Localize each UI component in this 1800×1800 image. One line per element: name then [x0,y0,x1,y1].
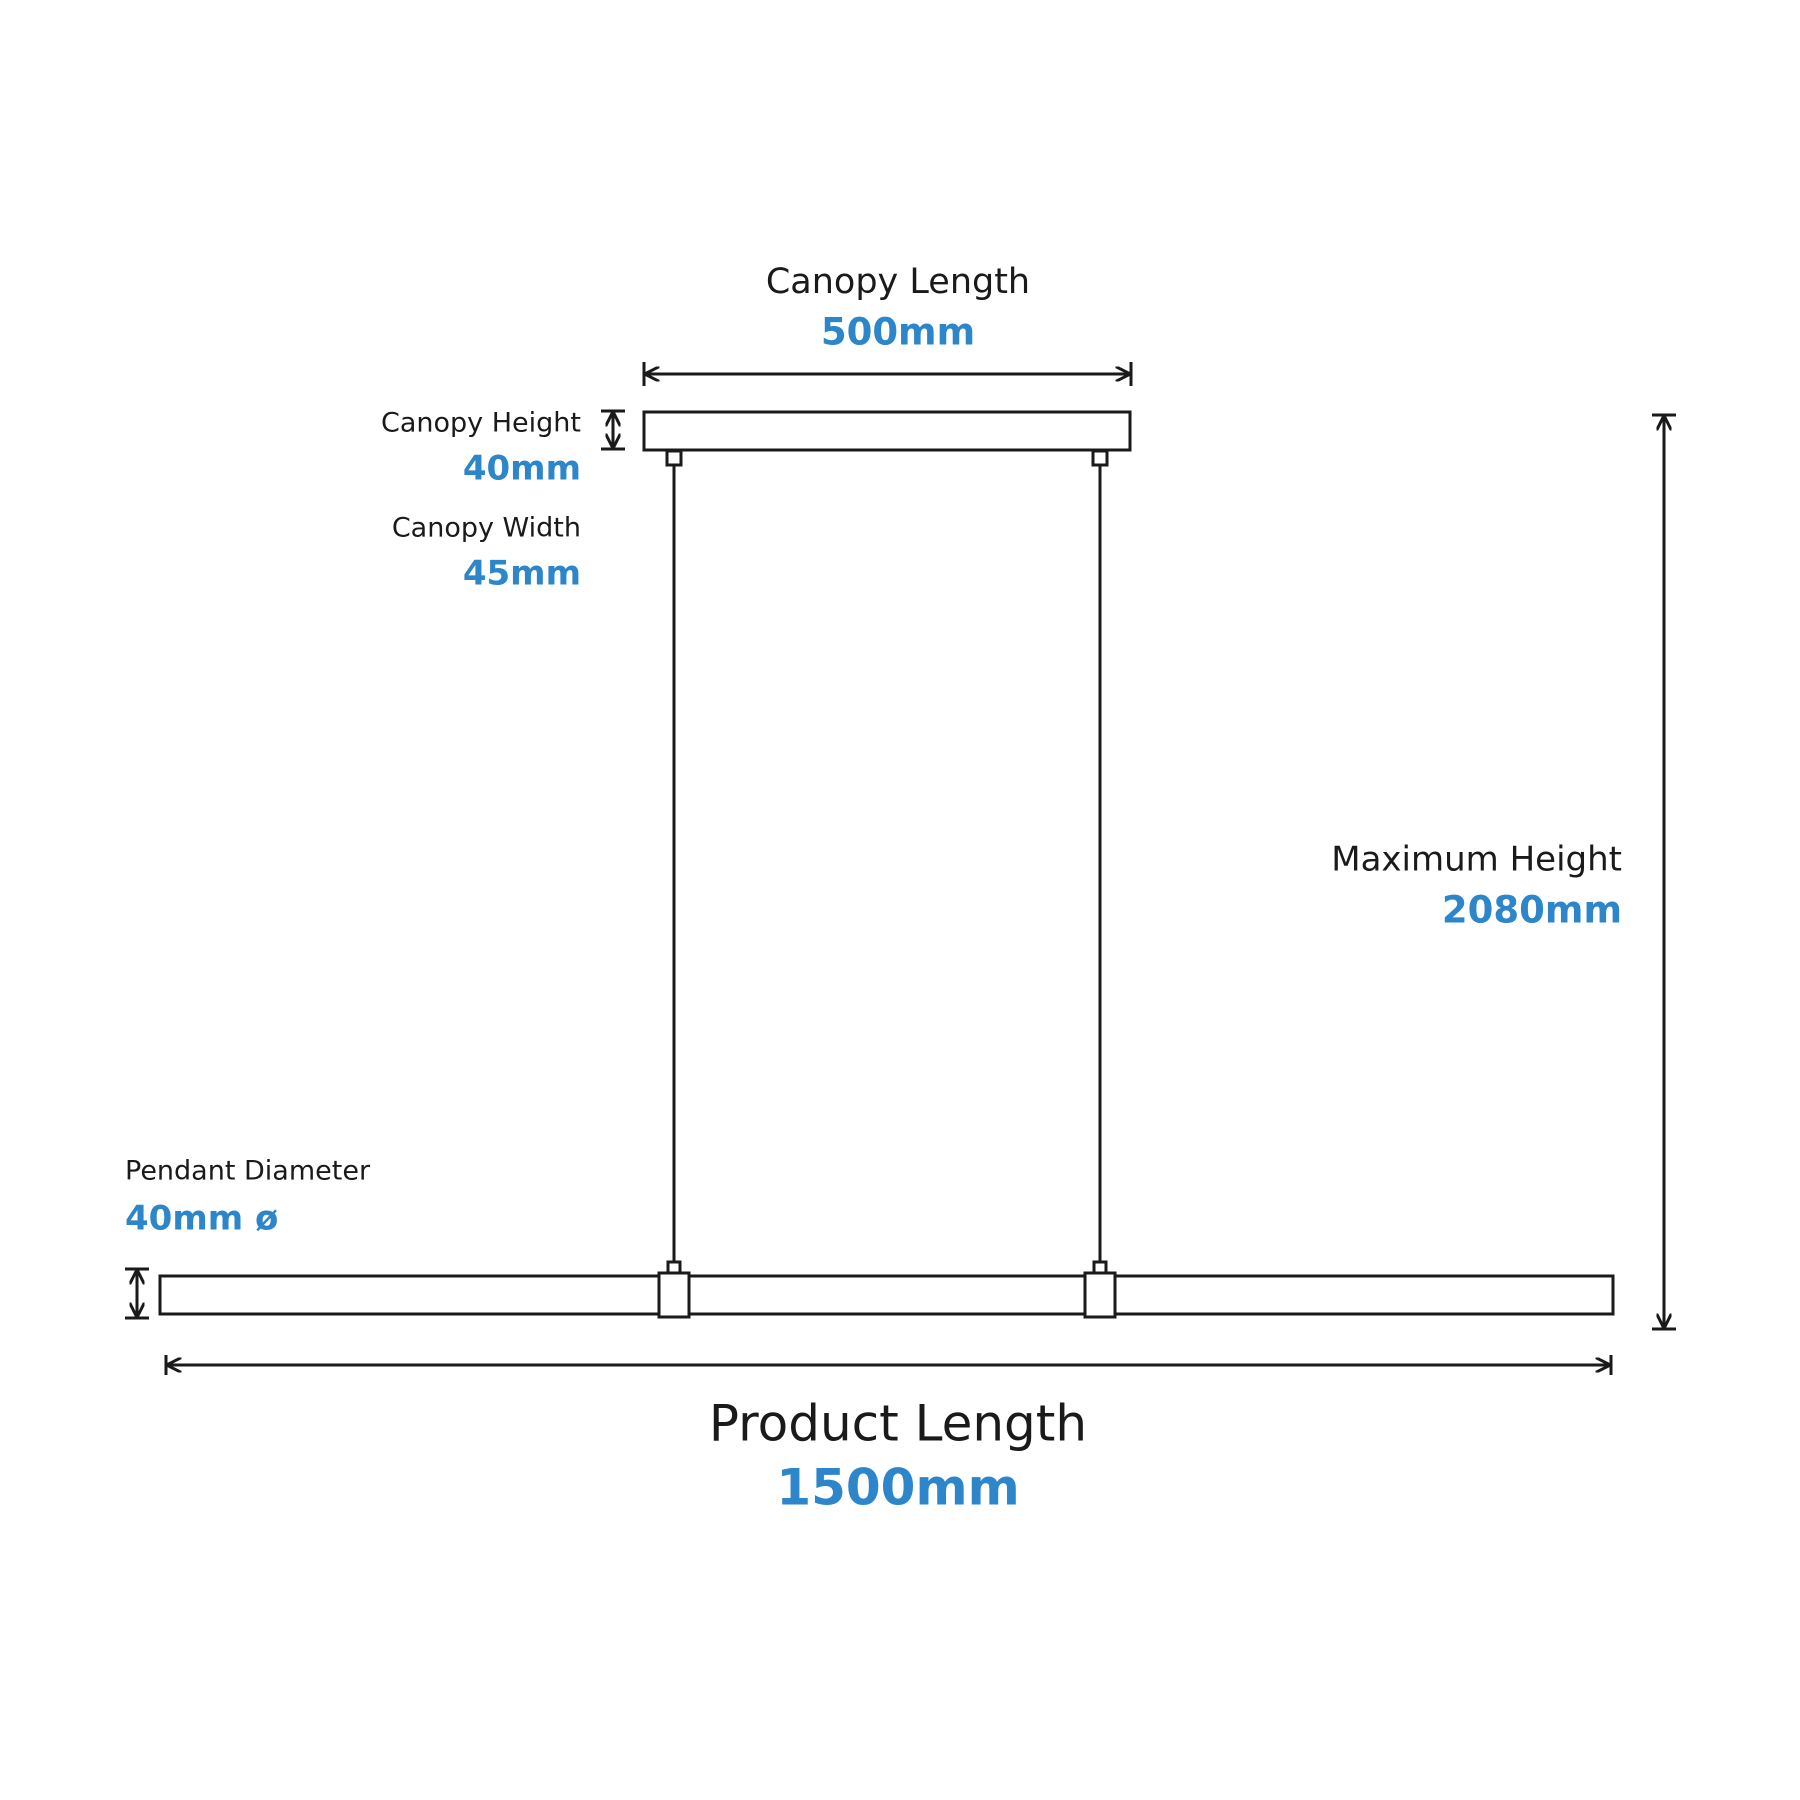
sleeve [657,1271,691,1319]
connector [665,449,683,467]
dimension-label: Pendant Diameter [125,1156,371,1187]
dimension-label: Canopy Width [392,513,581,544]
dimension-label: Product Length [709,1395,1087,1453]
dimension-value: 500mm [821,311,975,354]
dimension-value: 2080mm [1442,889,1622,932]
connector [1091,449,1109,467]
dimension-label: Canopy Height [381,408,581,439]
sleeve [1083,1271,1117,1319]
dimension-value: 40mm [463,449,581,489]
dimension-label: Maximum Height [1331,840,1622,880]
dimension-value: 1500mm [776,1459,1019,1517]
canopy [642,410,1132,452]
dimension-value: 40mm ø [125,1199,278,1239]
dimension-label: Canopy Length [766,262,1030,302]
pendant-bar [158,1274,1615,1316]
dimension-value: 45mm [463,554,581,594]
